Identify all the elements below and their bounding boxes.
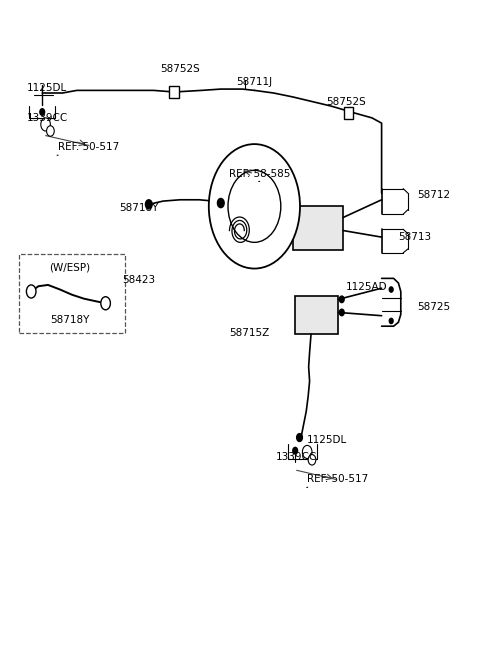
- Circle shape: [389, 318, 393, 324]
- Text: 1125AD: 1125AD: [346, 282, 387, 292]
- Text: 58713: 58713: [398, 232, 432, 242]
- Text: 58711J: 58711J: [236, 77, 273, 87]
- Text: 58423: 58423: [122, 275, 156, 286]
- Text: 58725: 58725: [418, 301, 451, 312]
- Circle shape: [217, 198, 224, 208]
- Circle shape: [389, 287, 393, 292]
- Circle shape: [228, 170, 281, 242]
- Bar: [169, 86, 179, 98]
- Text: 58752S: 58752S: [160, 64, 200, 74]
- Text: 58718Y: 58718Y: [50, 314, 89, 325]
- Bar: [19, 254, 125, 333]
- Circle shape: [302, 445, 312, 458]
- Circle shape: [308, 455, 316, 465]
- Circle shape: [209, 144, 300, 269]
- Circle shape: [145, 200, 152, 209]
- Circle shape: [293, 447, 298, 454]
- Text: 1125DL: 1125DL: [307, 435, 348, 445]
- Text: 58715Z: 58715Z: [229, 328, 270, 338]
- Text: REF. 58-585: REF. 58-585: [228, 168, 290, 179]
- Circle shape: [297, 434, 302, 441]
- Circle shape: [339, 296, 344, 303]
- Text: 58712: 58712: [418, 190, 451, 200]
- Text: 58752S: 58752S: [326, 96, 365, 107]
- Text: 1125DL: 1125DL: [26, 83, 67, 94]
- Circle shape: [101, 297, 110, 310]
- Bar: [344, 107, 353, 119]
- Text: 58718Y: 58718Y: [120, 203, 159, 214]
- Circle shape: [339, 309, 344, 316]
- Circle shape: [40, 109, 45, 115]
- Circle shape: [26, 285, 36, 298]
- Text: REF. 50-517: REF. 50-517: [58, 142, 119, 153]
- Circle shape: [47, 126, 54, 136]
- Text: 1339CC: 1339CC: [26, 113, 68, 123]
- Text: REF. 50-517: REF. 50-517: [307, 474, 369, 485]
- Text: (W/ESP): (W/ESP): [49, 262, 90, 272]
- Bar: [295, 296, 338, 334]
- Text: 1339CC: 1339CC: [276, 451, 317, 462]
- Bar: [293, 206, 343, 250]
- Circle shape: [41, 118, 50, 131]
